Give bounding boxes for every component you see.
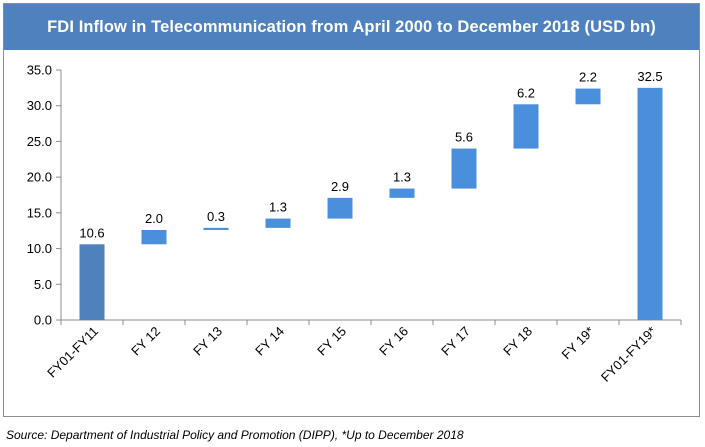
y-tick-label: 25.0 [27, 134, 52, 149]
bar-fy-17 [451, 148, 477, 189]
x-tick-label: FY01-FY11 [44, 324, 101, 381]
x-tick-label: FY 18 [500, 324, 535, 359]
y-tick-label: 10.0 [27, 241, 52, 256]
y-tick-label: 30.0 [27, 98, 52, 113]
x-tick-label: FY 15 [314, 324, 349, 359]
x-tick-label: FY01-FY19* [598, 324, 659, 385]
bar-fy-14 [265, 218, 291, 228]
chart-title-bar: FDI Inflow in Telecommunication from Apr… [4, 4, 699, 50]
y-tick-label: 35.0 [27, 63, 52, 78]
x-tick-label: FY 14 [252, 324, 287, 359]
x-tick-label: FY 12 [128, 324, 163, 359]
x-tick-label: FY 13 [190, 324, 225, 359]
bar-fy-12 [141, 230, 167, 245]
x-tick-label: FY 16 [376, 324, 411, 359]
bar-fy01-fy19 [637, 87, 663, 320]
data-label: 1.3 [269, 200, 287, 215]
y-tick-label: 15.0 [27, 205, 52, 220]
data-label: 1.3 [393, 170, 411, 185]
y-tick-label: 20.0 [27, 170, 52, 185]
data-label: 5.6 [455, 130, 473, 145]
bar-fy-15 [327, 197, 353, 219]
bar-fy-16 [389, 188, 415, 198]
bar-fy-13 [203, 227, 229, 230]
chart-title: FDI Inflow in Telecommunication from Apr… [47, 17, 656, 36]
y-tick-label: 5.0 [34, 277, 52, 292]
data-label: 2.9 [331, 179, 349, 194]
bar-fy01-fy11 [79, 244, 105, 320]
x-tick-label: FY 19* [559, 324, 598, 363]
bar-fy-18 [513, 104, 539, 149]
data-label: 32.5 [637, 69, 662, 84]
bar-fy-19 [575, 88, 601, 105]
data-label: 2.2 [579, 70, 597, 85]
y-tick-label: 0.0 [34, 313, 52, 328]
data-label: 6.2 [517, 85, 535, 100]
source-note: Source: Department of Industrial Policy … [6, 428, 464, 442]
data-label: 0.3 [207, 209, 225, 224]
data-label: 10.6 [79, 225, 104, 240]
x-tick-label: FY 17 [438, 324, 473, 359]
data-label: 2.0 [145, 211, 163, 226]
